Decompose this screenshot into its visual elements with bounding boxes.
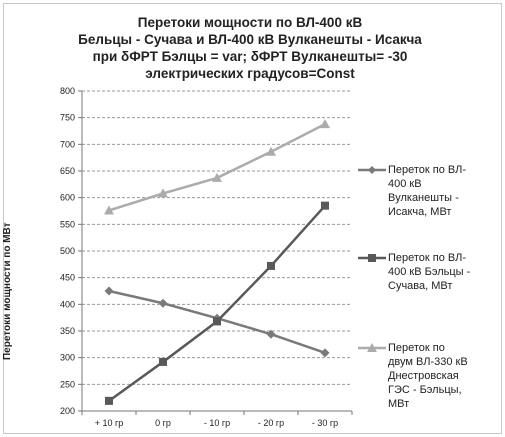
legend-line: Переток по	[388, 342, 445, 354]
chart-area	[3, 3, 502, 434]
y-tick-label: 350	[60, 326, 75, 336]
data-point-diamond	[104, 286, 114, 296]
title-line-3: при δФРТ Бэлцы = var; δФРТ Вулканешты= -…	[92, 49, 408, 64]
legend-line: Переток по ВЛ-	[388, 252, 467, 264]
data-point-square	[267, 261, 275, 270]
y-tick-label: 600	[60, 193, 75, 203]
data-point-square	[213, 317, 221, 326]
data-point-triangle	[320, 119, 330, 129]
data-point-diamond	[320, 348, 330, 358]
legend-label-series-2: Переток по ВЛ- 400 кВ Бэльцы - Сучава, М…	[388, 251, 498, 293]
y-tick-label: 550	[60, 219, 75, 229]
x-tick-label: 0 гр	[155, 418, 171, 428]
y-tick-label: 800	[60, 86, 75, 96]
legend-line: Вулканешты -	[388, 192, 459, 204]
y-tick-label: 200	[60, 406, 75, 416]
x-tick-label: - 10 гр	[204, 418, 230, 428]
series-line-2	[108, 204, 326, 402]
legend-line: Переток по ВЛ-	[388, 164, 467, 176]
data-point-triangle	[104, 205, 114, 215]
legend-label-series-3: Переток по двум ВЛ-330 кВ Днестровская Г…	[388, 341, 498, 411]
y-tick-label: 700	[60, 139, 75, 149]
legend-line: Сучава, МВт	[388, 280, 453, 292]
y-tick-label: 300	[60, 353, 75, 363]
y-tick-label: 650	[60, 166, 75, 176]
x-tick-label: + 10 гр	[95, 418, 124, 428]
chart-title: Перетоки мощности по ВЛ-400 кВ Бельцы - …	[40, 14, 460, 82]
data-point-triangle	[212, 172, 222, 182]
legend-marker-square	[358, 254, 386, 262]
legend-line: МВт	[388, 398, 410, 410]
legend-line: 400 кВ	[388, 178, 422, 190]
title-line-1: Перетоки мощности по ВЛ-400 кВ	[137, 15, 363, 30]
title-line-4: электрических градусов=Const	[145, 66, 355, 81]
x-tick-label: - 20 гр	[258, 418, 284, 428]
y-tick-label: 450	[60, 273, 75, 283]
x-tick-label: - 30 гр	[312, 418, 338, 428]
data-point-diamond	[266, 329, 276, 339]
legend-line: Днестровская	[388, 370, 459, 382]
title-line-2: Бельцы - Сучава и ВЛ-400 кВ Вулканешты -…	[78, 32, 422, 47]
data-point-square	[159, 357, 167, 366]
y-tick-label: 400	[60, 299, 75, 309]
legend-line: ГЭС - Бэльцы,	[388, 384, 462, 396]
data-point-square	[105, 396, 113, 405]
data-point-square	[321, 201, 329, 210]
legend-marker-diamond	[358, 166, 386, 174]
legend-marker-triangle	[358, 343, 386, 352]
legend-line: 400 кВ Бэльцы -	[388, 266, 471, 278]
data-point-triangle	[158, 188, 168, 198]
y-tick-label: 750	[60, 113, 75, 123]
y-tick-label: 500	[60, 246, 75, 256]
legend-line: Исакча, МВт	[388, 206, 452, 218]
legend-label-series-1: Переток по ВЛ- 400 кВ Вулканешты - Исакч…	[388, 163, 498, 219]
y-tick-label: 250	[60, 379, 75, 389]
legend-line: двум ВЛ-330 кВ	[388, 356, 468, 368]
data-point-triangle	[266, 146, 276, 156]
data-point-diamond	[158, 298, 168, 308]
